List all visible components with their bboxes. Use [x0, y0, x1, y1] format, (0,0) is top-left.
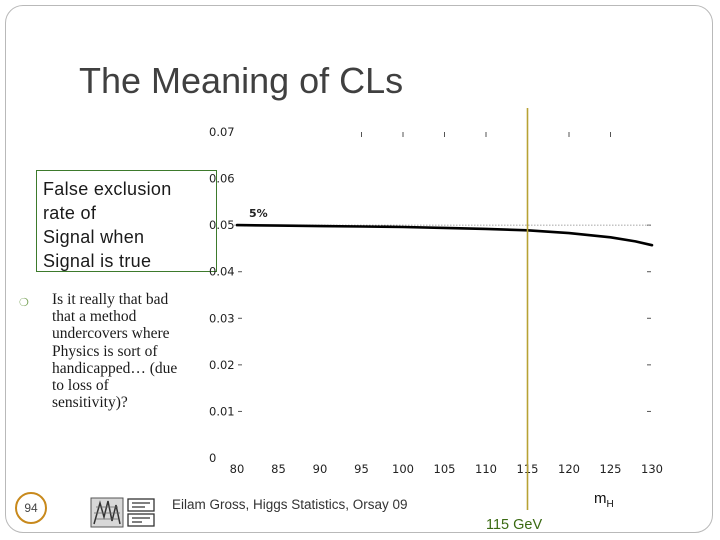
reference-line-label: 5%	[249, 207, 268, 220]
y-tick-label: 0.01	[209, 404, 235, 418]
slide-number: 94	[24, 501, 38, 515]
bullet-icon: ❍	[19, 297, 29, 309]
y-tick-label: 0.02	[209, 358, 235, 372]
bullet-line: sensitivity)?	[52, 394, 128, 412]
x-tick-label: 110	[475, 462, 497, 476]
box-line: Signal when	[43, 227, 145, 247]
mh-label-text: m	[594, 490, 607, 507]
bullet-line: Physics is sort of	[52, 342, 158, 360]
bullet-line: undercovers where	[52, 325, 170, 343]
box-line: Signal is true	[43, 251, 152, 271]
x-tick-label: 130	[641, 462, 663, 476]
bullet-line: Is it really that bad	[52, 291, 169, 308]
y-tick-label: 0.03	[209, 311, 235, 325]
mh-label-subscript: H	[606, 499, 614, 510]
institute-logo-icon	[90, 497, 155, 528]
mh-axis-label: mH	[594, 490, 614, 510]
x-tick-label: 90	[313, 462, 328, 476]
box-line: False exclusion	[43, 179, 172, 199]
y-tick-label: 0.06	[209, 172, 235, 186]
bullet-line: to loss of	[52, 377, 109, 395]
y-tick-label: 0	[209, 451, 216, 465]
bullet-line: that a method	[52, 308, 137, 326]
x-tick-label: 105	[434, 462, 456, 476]
y-tick-label: 0.04	[209, 265, 235, 279]
x-tick-label: 95	[354, 462, 369, 476]
slide-title: The Meaning of CLs	[79, 60, 404, 101]
marker-mass-label: 115 GeV	[486, 517, 543, 533]
false-exclusion-box: False exclusion rate of Signal when Sign…	[36, 170, 217, 272]
bullet-text: Is it really that bad that a method unde…	[52, 291, 202, 411]
x-tick-label: 80	[230, 462, 245, 476]
bullet-line: handicapped… (due	[52, 359, 178, 377]
x-tick-label: 120	[558, 462, 580, 476]
y-tick-label: 0.05	[209, 218, 235, 232]
x-tick-label: 125	[600, 462, 622, 476]
x-tick-label: 85	[271, 462, 286, 476]
slide-frame	[5, 5, 713, 533]
box-line: rate of	[43, 203, 97, 223]
x-tick-label: 100	[392, 462, 414, 476]
cls-curve	[235, 223, 654, 247]
slide-number-badge: 94	[15, 492, 47, 524]
y-tick-label: 0.07	[209, 125, 235, 139]
footer-credit: Eilam Gross, Higgs Statistics, Orsay 09	[172, 497, 408, 512]
